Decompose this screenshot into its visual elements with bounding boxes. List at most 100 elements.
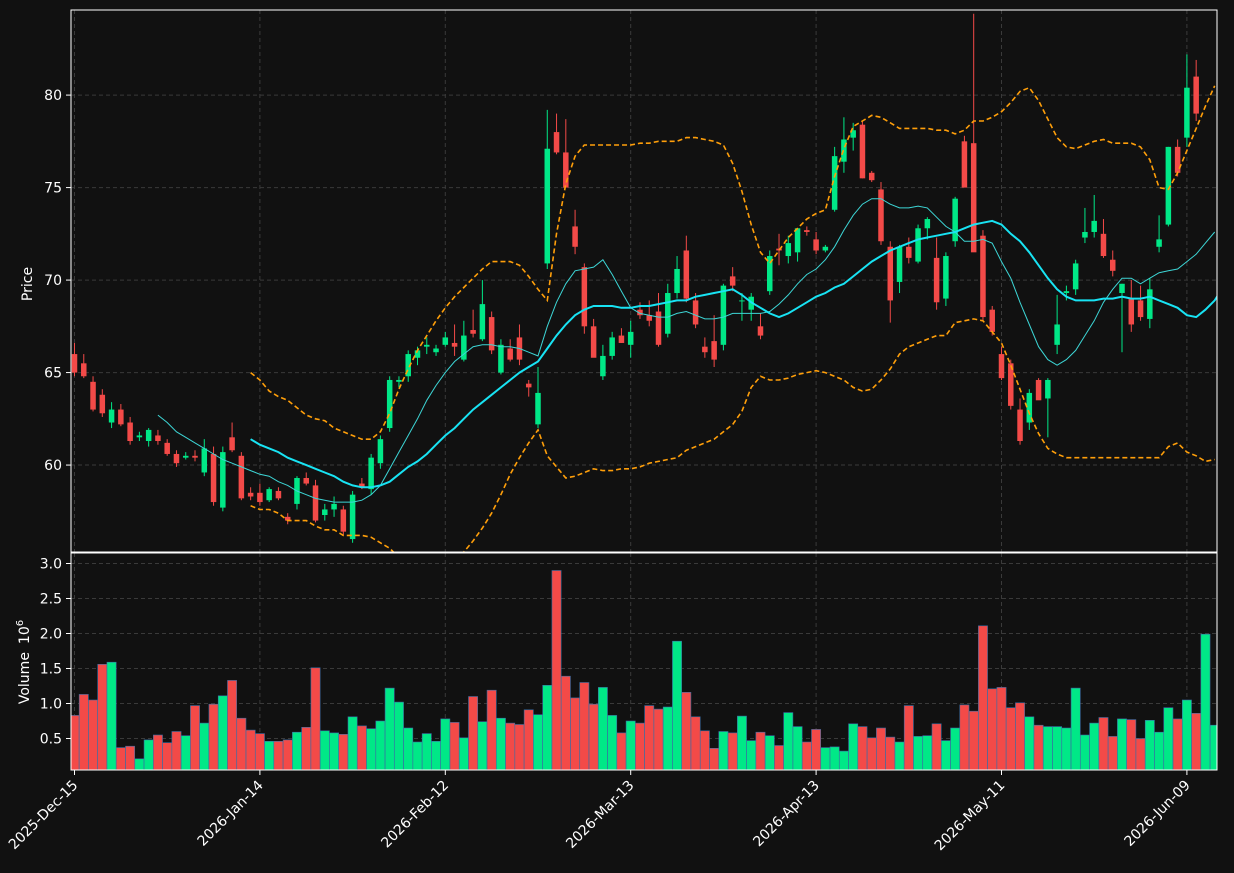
candle-body [1054, 324, 1060, 345]
candle-body [257, 492, 263, 503]
price-panel-frame [70, 9, 1218, 553]
volume-bar [190, 705, 200, 770]
volume-bar [903, 705, 914, 770]
volume-bar [440, 718, 451, 770]
candle-body [377, 439, 384, 464]
candle-body [655, 311, 662, 345]
volume-bar [180, 735, 191, 770]
candle-body [822, 246, 829, 251]
volume-bar [579, 682, 590, 770]
volume-bar [848, 723, 859, 770]
candle-body [322, 509, 328, 516]
price-tick-label: 60 [44, 458, 62, 474]
volume-bar [699, 730, 710, 770]
volume-bar [764, 735, 775, 770]
candle-body [1119, 283, 1125, 294]
candle-body [729, 276, 736, 286]
volume-bar [292, 731, 302, 770]
volume-bar [718, 731, 729, 770]
candle-body [90, 381, 96, 410]
candle-body [998, 354, 1005, 379]
candle-body [683, 250, 690, 299]
volume-bar [245, 729, 256, 770]
volume-bar [607, 715, 618, 770]
candle-body [1035, 379, 1042, 401]
volume-bar [1209, 724, 1217, 770]
candle-body [692, 300, 699, 325]
candle-body [739, 300, 745, 302]
volume-tick-label: 1.0 [40, 697, 62, 713]
volume-tick-label: 1.5 [40, 662, 62, 678]
volume-bar [533, 714, 543, 770]
price-series [71, 13, 1217, 552]
volume-bar [486, 689, 497, 770]
candle-body [229, 437, 235, 451]
volume-bar [449, 722, 460, 770]
volume-bar [1052, 726, 1063, 770]
candle-body [99, 394, 106, 414]
candle-body [581, 267, 588, 327]
volume-bar [857, 726, 868, 770]
volume-bar [97, 663, 108, 770]
candle-body [1100, 233, 1107, 257]
volume-bar [959, 704, 970, 770]
volume-bar [115, 747, 126, 770]
volume-bar [301, 726, 312, 770]
volume-bar [625, 720, 636, 770]
volume-bar [1191, 712, 1202, 770]
volume-axis-label: Volume 106 [15, 620, 33, 704]
volume-bar [171, 731, 182, 770]
volume-bar [996, 687, 1007, 770]
candle-body [1193, 76, 1199, 114]
volume-bar [125, 745, 136, 770]
volume-bar [727, 732, 738, 770]
volume-bar [347, 716, 358, 770]
volume-bar [1089, 722, 1100, 770]
candle-body [386, 379, 393, 429]
volume-bar [1135, 738, 1146, 770]
volume-y-ticks: 0.5 1.0 1.5 2.0 2.5 3.0 [40, 557, 71, 748]
volume-bar [950, 727, 961, 770]
volume-bar [1042, 726, 1053, 770]
volume-bar [811, 729, 821, 770]
volume-bar [1126, 719, 1137, 770]
volume-bar [1107, 736, 1118, 770]
volume-bar [106, 661, 117, 770]
candle-body [952, 198, 958, 242]
candle-body [210, 453, 217, 503]
candle-body [535, 392, 541, 425]
candle-body [674, 268, 680, 294]
volume-bar [755, 731, 766, 770]
volume-bar [1015, 702, 1025, 770]
candle-body [1017, 409, 1023, 442]
candle-body [136, 435, 143, 438]
candle-body [340, 509, 347, 532]
candle-body [609, 337, 615, 356]
candle-body [349, 494, 356, 540]
candle-body [915, 228, 921, 262]
volume-bar [588, 703, 599, 770]
volume-bar [644, 705, 655, 770]
volume-bar [978, 625, 988, 770]
volume-axis-exponent-power: 6 [15, 620, 26, 626]
candle-body [980, 235, 986, 318]
volume-bar [1098, 717, 1109, 770]
volume-bar [412, 741, 423, 770]
volume-bar [820, 747, 831, 770]
candle-body [108, 409, 115, 423]
candle-body [767, 256, 773, 292]
candle-body [461, 335, 467, 360]
volume-bar [894, 741, 905, 770]
volume-bar [227, 680, 237, 770]
volume-bar [403, 727, 414, 770]
volume-bar [273, 740, 284, 770]
candle-body [600, 355, 606, 377]
candle-body [368, 457, 374, 490]
candle-body [785, 243, 792, 257]
volume-bar [208, 703, 219, 770]
candle-body [1109, 259, 1116, 271]
volume-bar [801, 741, 812, 770]
volume-bar [217, 695, 228, 770]
candle-body [192, 455, 198, 458]
volume-bar [690, 716, 701, 770]
